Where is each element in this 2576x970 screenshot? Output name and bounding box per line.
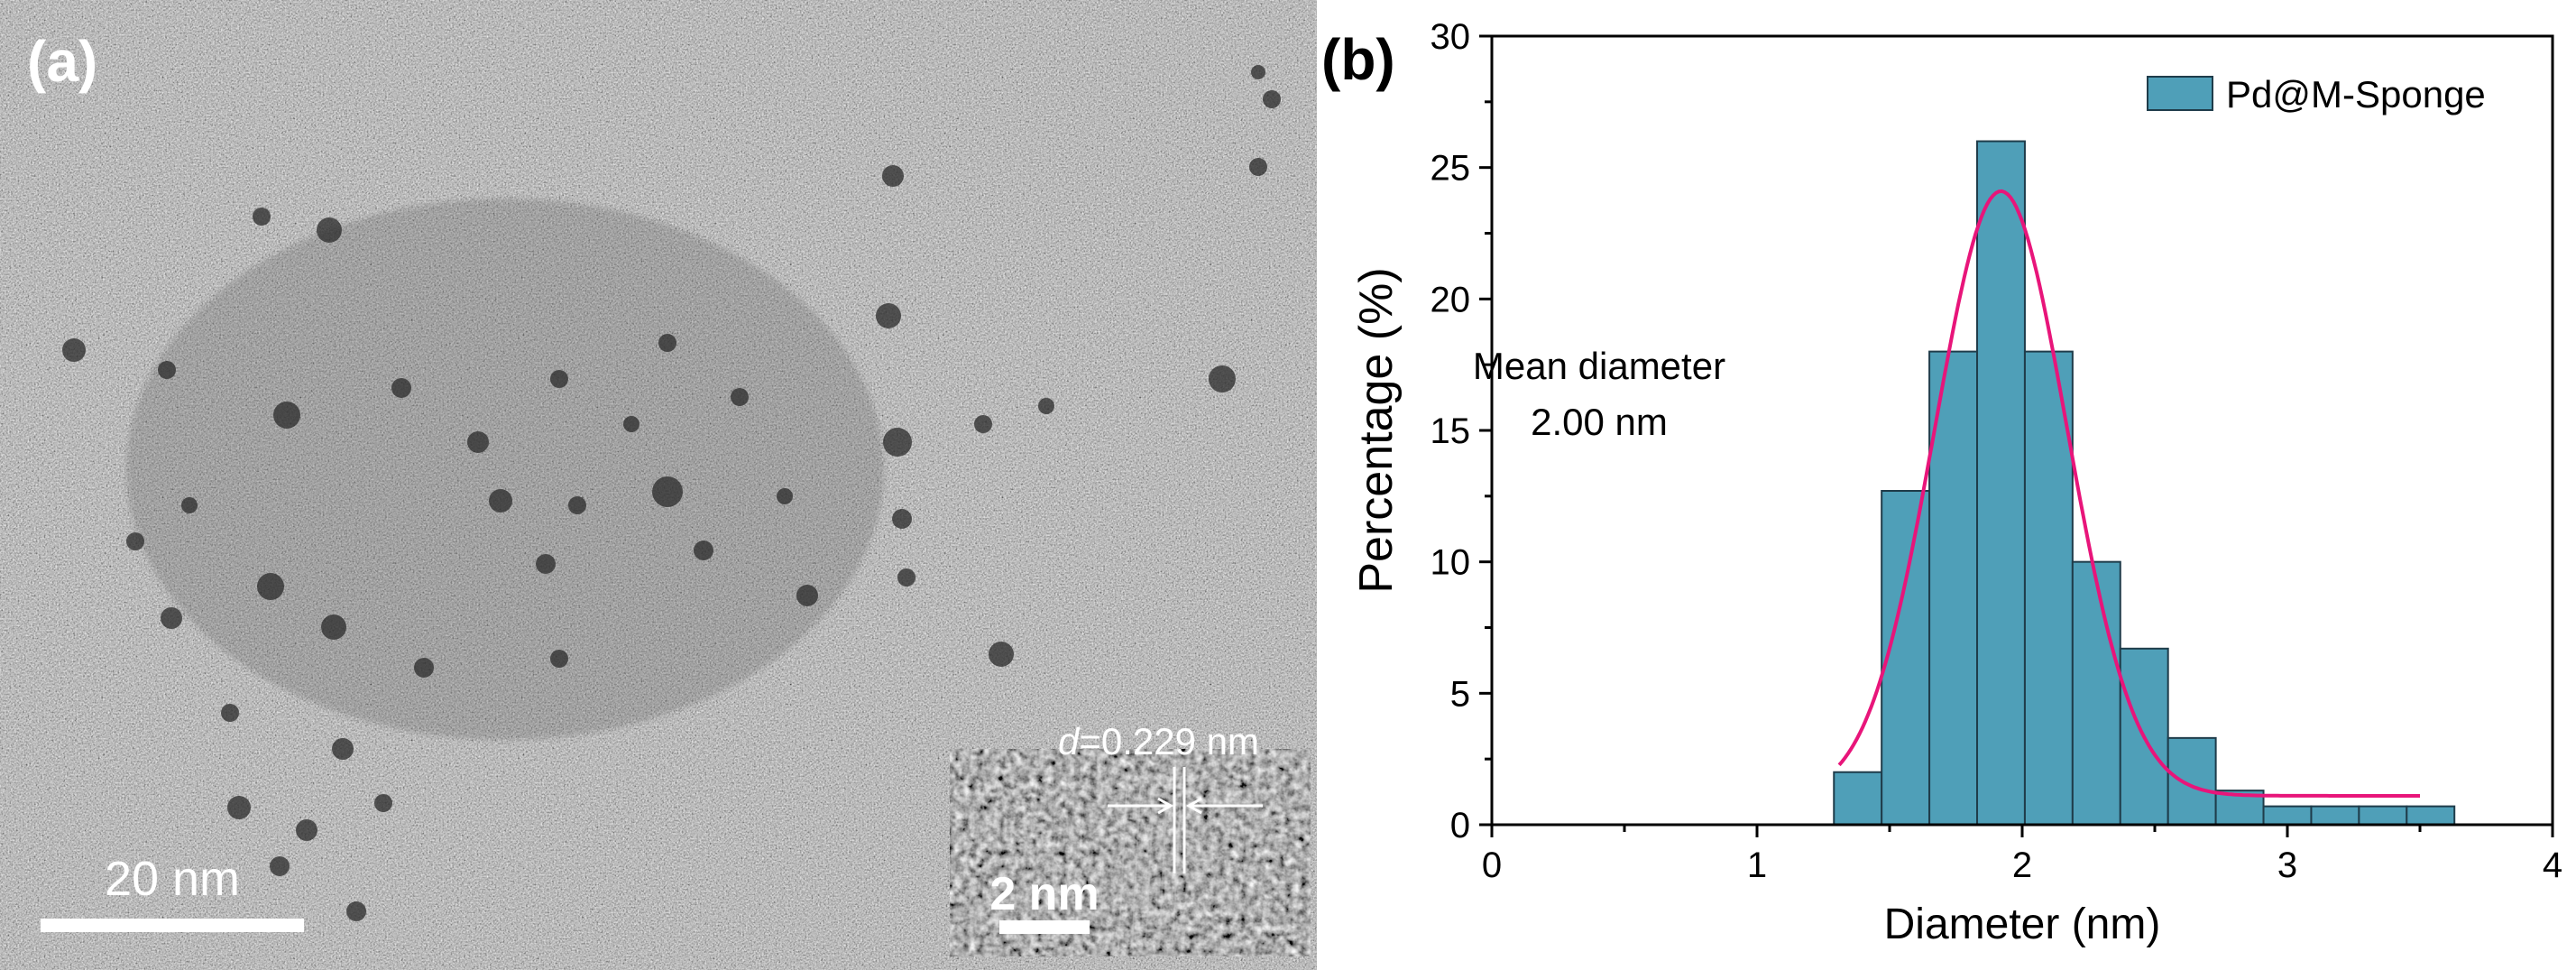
- histogram-bars: [1833, 140, 2456, 827]
- histogram-bar: [2071, 560, 2121, 827]
- y-tick-label: 15: [1431, 411, 1471, 451]
- x-tick-label: 3: [2277, 845, 2297, 885]
- y-tick-label: 30: [1431, 17, 1471, 57]
- mean-diameter-value: 2.00 nm: [1531, 401, 1668, 443]
- chart-ticks: 0 1 2 3 4 0 5 10 15 20 25 30: [1431, 17, 2563, 885]
- y-axis-title: Percentage (%): [1350, 267, 1403, 593]
- histogram-bar: [2406, 805, 2456, 827]
- histogram-bar: [1833, 771, 1883, 827]
- d-spacing-label: d=0.229 nm: [1058, 720, 1259, 762]
- x-tick-label: 1: [1747, 845, 1767, 885]
- histogram-bar: [2262, 805, 2313, 827]
- histogram-bar: [2310, 805, 2360, 827]
- panel-b-label: (b): [1321, 27, 1395, 92]
- size-distribution-chart: (b) 0 1 2 3 4 0 5 10 15 20 25 30 Percentage (%) Dia…: [1321, 17, 2563, 948]
- scale-bar: [41, 919, 304, 932]
- d-value: =0.229 nm: [1079, 720, 1259, 762]
- hrtem-inset: d=0.229 nm 2 nm: [950, 720, 1311, 956]
- y-tick-label: 25: [1431, 149, 1471, 189]
- x-tick-label: 2: [2012, 845, 2032, 885]
- histogram-bar: [2358, 805, 2408, 827]
- legend-swatch: [2147, 76, 2213, 111]
- y-tick-label: 5: [1450, 674, 1470, 714]
- x-tick-label: 0: [1482, 845, 1502, 885]
- y-tick-label: 20: [1431, 280, 1471, 319]
- legend: Pd@M-Sponge: [2147, 73, 2486, 115]
- d-spacing-marker: [1108, 767, 1263, 873]
- inset-scale-bar-label: 2 nm: [989, 868, 1099, 920]
- histogram-bar: [1928, 350, 1979, 827]
- y-tick-label: 0: [1450, 806, 1470, 845]
- d-symbol: d: [1058, 720, 1081, 762]
- histogram-bar: [2167, 736, 2217, 826]
- legend-label: Pd@M-Sponge: [2226, 73, 2486, 115]
- mean-diameter-annotation: Mean diameter: [1473, 345, 1725, 387]
- scale-bar-label: 20 nm: [105, 852, 240, 906]
- gaussian-fit-curve: [1837, 189, 2420, 798]
- tem-micrograph-panel: (a) 20 nm d=0.229 nm 2 nm: [0, 0, 1317, 970]
- inset-scale-bar: [999, 920, 1090, 934]
- y-tick-label: 10: [1431, 543, 1471, 583]
- x-axis-title: Diameter (nm): [1884, 901, 2161, 948]
- x-tick-label: 4: [2543, 845, 2562, 885]
- panel-a-label: (a): [27, 29, 97, 94]
- nanoparticles: [62, 65, 1281, 921]
- histogram-bar: [1976, 140, 2026, 827]
